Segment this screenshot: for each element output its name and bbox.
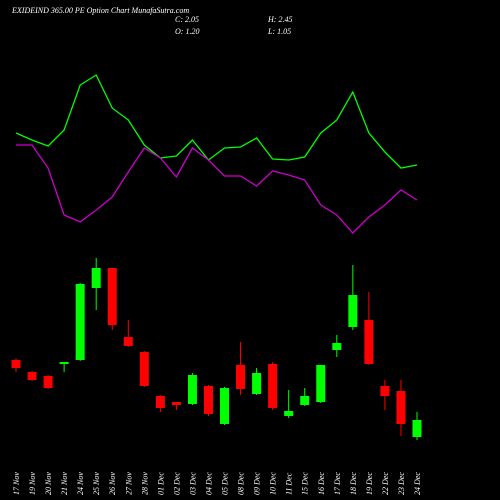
candle-body [43, 376, 53, 388]
x-tick-label: 25 Nov [92, 472, 101, 495]
x-tick-label: 27 Nov [124, 472, 133, 495]
candle-body [107, 268, 117, 325]
x-tick-label: 17 Nov [12, 472, 21, 495]
x-tick-label: 19 Nov [28, 472, 37, 495]
x-tick-label: 08 Dec [237, 472, 246, 495]
candle-body [268, 364, 278, 408]
candle-body [27, 372, 37, 380]
indicator-line [16, 144, 418, 234]
candle-body [348, 295, 358, 327]
candle-body [220, 388, 230, 424]
candle-body [380, 386, 390, 396]
candle-body [187, 375, 197, 404]
candle-body [332, 343, 342, 350]
candle-body [300, 396, 310, 405]
candle-body [139, 352, 149, 386]
candle-body [364, 320, 374, 364]
info-high: H: 2.45 [267, 15, 292, 24]
candle-body [252, 373, 262, 394]
candle-body [412, 420, 422, 437]
x-tick-label: 10 Dec [269, 472, 278, 495]
x-tick-label: 09 Dec [253, 472, 262, 495]
candle-body [396, 391, 406, 424]
candle-body [236, 365, 246, 389]
x-tick-label: 24 Nov [76, 472, 85, 495]
info-low: L: 1.05 [267, 27, 291, 36]
candle-body [284, 411, 294, 416]
x-tick-label: 16 Dec [317, 472, 326, 495]
candle-body [155, 396, 165, 408]
x-tick-label: 21 Nov [60, 472, 69, 495]
x-tick-label: 11 Dec [285, 472, 294, 495]
indicator-line [15, 74, 418, 169]
x-tick-label: 23 Dec [397, 472, 406, 495]
info-close: C: 2.05 [175, 15, 199, 24]
candle-body [316, 365, 326, 402]
candle-body [59, 362, 69, 364]
x-tick-label: 18 Dec [349, 472, 358, 495]
x-tick-label: 02 Dec [172, 472, 181, 495]
candle-body [123, 337, 133, 346]
x-tick-label: 24 Dec [413, 472, 422, 495]
x-tick-label: 28 Nov [140, 472, 149, 495]
candle-body [203, 386, 213, 414]
candle-body [91, 268, 101, 288]
x-tick-label: 17 Dec [333, 472, 342, 495]
candle-body [171, 402, 181, 405]
info-open: O: 1.20 [175, 27, 199, 36]
x-tick-label: 15 Dec [301, 472, 310, 495]
chart-title: EXIDEIND 365.00 PE Option Chart MunafaSu… [11, 6, 189, 15]
x-tick-label: 19 Dec [365, 472, 374, 495]
x-tick-label: 03 Dec [188, 472, 197, 495]
x-tick-label: 01 Dec [156, 472, 165, 495]
x-tick-label: 05 Dec [221, 472, 230, 495]
x-tick-label: 22 Dec [381, 472, 390, 495]
x-tick-label: 04 Dec [204, 472, 213, 495]
candle-body [75, 284, 85, 360]
candle-body [11, 360, 21, 368]
x-tick-label: 20 Nov [44, 472, 53, 495]
x-tick-label: 26 Nov [108, 472, 117, 495]
